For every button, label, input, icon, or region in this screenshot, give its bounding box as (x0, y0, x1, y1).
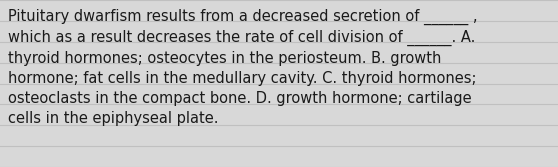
Text: Pituitary dwarfism results from a decreased secretion of ______ ,
which as a res: Pituitary dwarfism results from a decrea… (8, 8, 478, 126)
